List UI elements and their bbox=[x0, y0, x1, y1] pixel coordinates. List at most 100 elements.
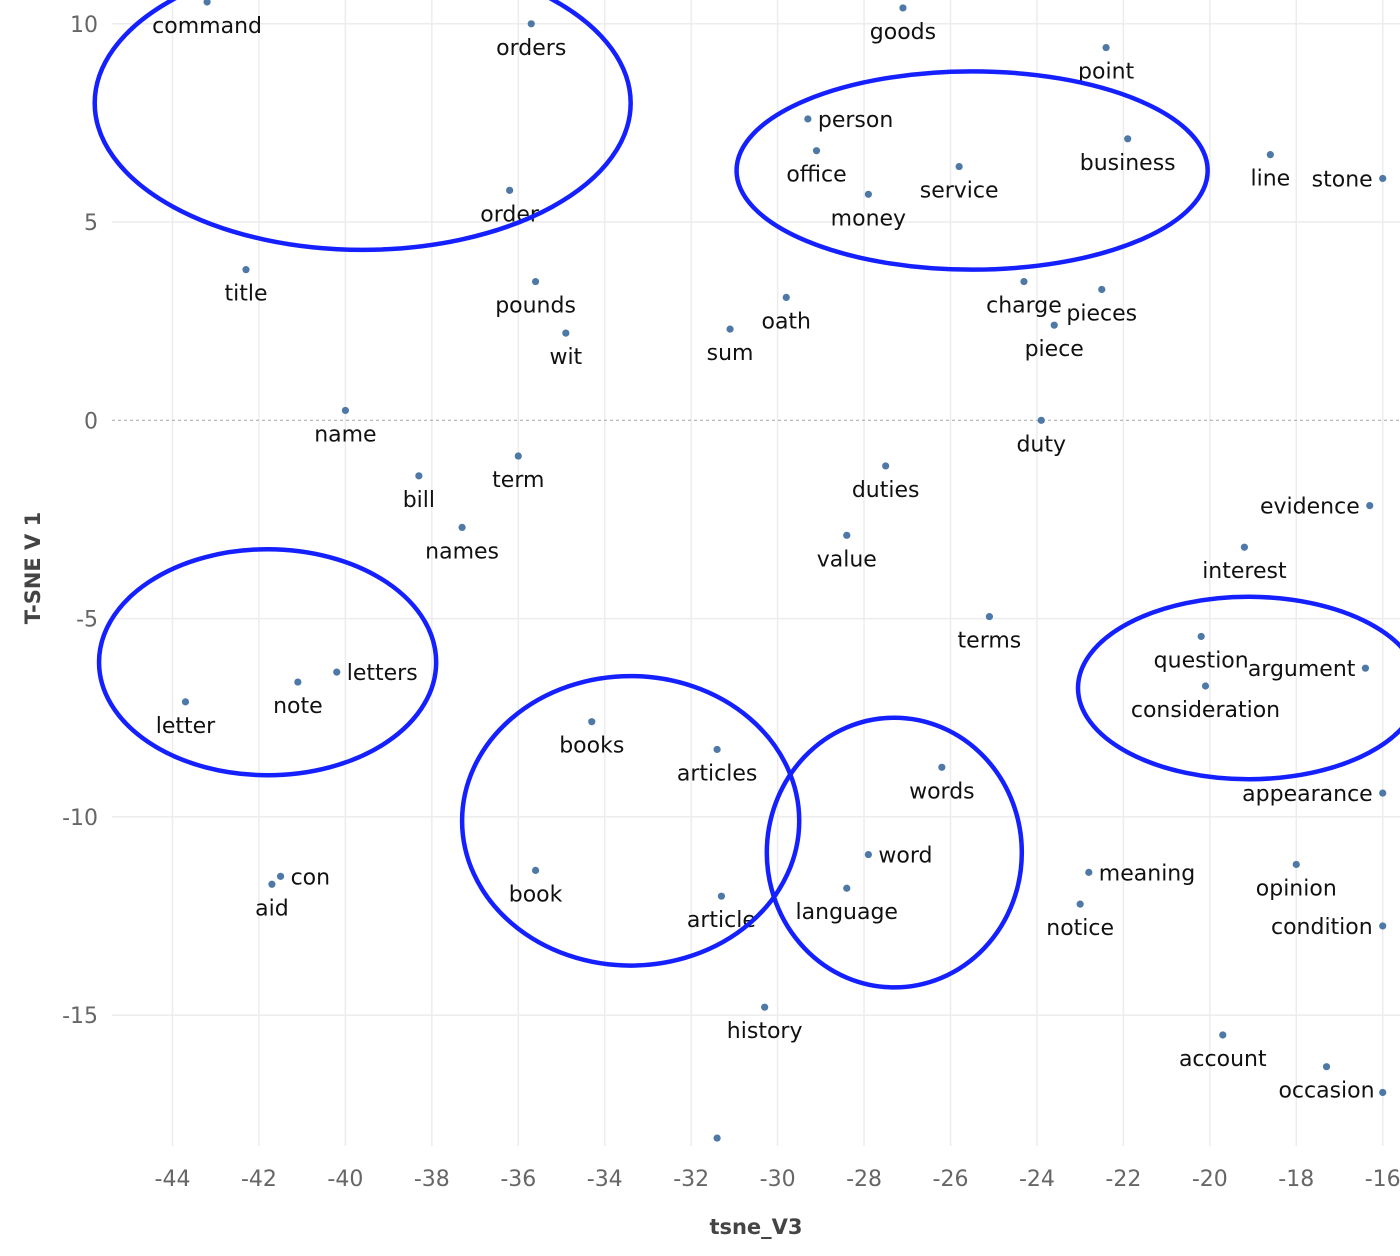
data-point bbox=[1098, 285, 1106, 294]
y-tick-label: 0 bbox=[84, 409, 98, 434]
point-label: pounds bbox=[495, 294, 576, 319]
point-label: point bbox=[1078, 60, 1134, 85]
highlight-ellipse bbox=[734, 69, 1210, 272]
data-point bbox=[938, 763, 946, 771]
x-axis-title: tsne_V3 bbox=[709, 1215, 802, 1239]
point-label: title bbox=[224, 282, 267, 307]
x-tick-label: -18 bbox=[1278, 1167, 1314, 1192]
point-label: con bbox=[291, 865, 331, 890]
x-tick-label: -42 bbox=[241, 1167, 277, 1192]
point-label: duties bbox=[852, 478, 920, 503]
x-tick-label: -26 bbox=[933, 1167, 969, 1192]
highlight-ellipse bbox=[764, 715, 1025, 990]
data-point bbox=[864, 190, 872, 198]
x-tick-label: -28 bbox=[846, 1167, 882, 1192]
data-point bbox=[341, 406, 349, 415]
point-label: bill bbox=[403, 488, 435, 513]
data-point bbox=[843, 884, 851, 892]
x-tick-label: -38 bbox=[414, 1167, 450, 1192]
point-label: words bbox=[909, 779, 975, 804]
x-tick-label: -30 bbox=[760, 1167, 796, 1192]
point-label: argument bbox=[1248, 657, 1356, 682]
point-label: duty bbox=[1016, 432, 1066, 457]
x-tick-label: -16 bbox=[1365, 1167, 1400, 1192]
highlight-ellipse bbox=[1075, 594, 1400, 782]
data-points: command orders goods point person office busin… bbox=[152, 0, 1387, 1142]
data-point bbox=[1020, 277, 1028, 286]
point-label: service bbox=[920, 179, 999, 204]
point-label: word bbox=[878, 844, 932, 869]
x-tick-label: -22 bbox=[1105, 1167, 1141, 1192]
data-point bbox=[1322, 1063, 1331, 1071]
data-point bbox=[1240, 543, 1249, 551]
data-point bbox=[506, 186, 514, 194]
x-tick-label: -36 bbox=[500, 1167, 536, 1192]
data-point bbox=[242, 266, 250, 274]
point-label: order bbox=[480, 202, 540, 227]
point-label: wit bbox=[549, 345, 582, 370]
data-point bbox=[864, 850, 872, 859]
data-point bbox=[1076, 900, 1084, 908]
gridlines bbox=[112, 0, 1400, 1146]
point-label: oath bbox=[761, 309, 811, 334]
data-point bbox=[1219, 1031, 1227, 1039]
point-label: letters bbox=[347, 661, 418, 686]
y-tick-label: 5 bbox=[84, 211, 98, 236]
point-label: condition bbox=[1271, 915, 1373, 940]
data-point bbox=[1102, 43, 1110, 52]
point-label: sum bbox=[707, 341, 754, 366]
data-point bbox=[415, 472, 423, 480]
point-label: meaning bbox=[1099, 861, 1195, 886]
y-tick-label: 10 bbox=[70, 13, 98, 38]
point-label: letter bbox=[156, 714, 216, 739]
data-point bbox=[812, 147, 821, 155]
point-label: goods bbox=[870, 20, 936, 45]
point-label: value bbox=[817, 547, 877, 572]
point-label: appearance bbox=[1242, 782, 1373, 807]
data-point bbox=[531, 277, 540, 286]
data-point bbox=[1361, 664, 1370, 672]
data-point bbox=[1201, 682, 1210, 690]
point-label: history bbox=[727, 1019, 803, 1044]
data-point bbox=[531, 866, 540, 875]
point-label: office bbox=[786, 163, 846, 188]
data-point bbox=[1379, 922, 1387, 930]
point-label: books bbox=[559, 734, 624, 759]
point-label: person bbox=[818, 108, 893, 133]
point-label: interest bbox=[1202, 559, 1287, 584]
x-tick-label: -20 bbox=[1192, 1167, 1228, 1192]
axis-ticks: -44 -42 -40 -38 -36 -34 -32 -30 -28 -26 -24 -22 -20 -… bbox=[62, 13, 1400, 1192]
point-label: book bbox=[509, 882, 563, 907]
data-point bbox=[588, 718, 596, 726]
data-point bbox=[1085, 868, 1093, 876]
data-point bbox=[333, 668, 341, 676]
point-label: note bbox=[273, 694, 323, 719]
data-point bbox=[1379, 789, 1387, 797]
point-label: aid bbox=[255, 896, 289, 921]
data-point bbox=[1124, 135, 1132, 143]
point-label: stone bbox=[1312, 167, 1373, 192]
data-point bbox=[527, 20, 535, 28]
point-label: line bbox=[1250, 167, 1290, 192]
point-label: names bbox=[425, 539, 499, 564]
highlight-ellipse bbox=[92, 0, 633, 253]
data-point bbox=[181, 698, 190, 706]
data-point bbox=[1266, 151, 1274, 159]
data-point bbox=[294, 678, 302, 686]
data-point bbox=[899, 4, 907, 12]
point-label: command bbox=[152, 14, 262, 39]
point-label: name bbox=[314, 422, 376, 447]
x-tick-label: -24 bbox=[1019, 1167, 1055, 1192]
data-point bbox=[882, 462, 890, 470]
point-label: notice bbox=[1046, 916, 1114, 941]
data-point bbox=[1379, 1088, 1387, 1097]
data-point bbox=[726, 325, 734, 333]
y-tick-label: -15 bbox=[62, 1004, 98, 1029]
data-point bbox=[1379, 174, 1387, 183]
point-label: money bbox=[831, 206, 906, 231]
x-tick-label: -44 bbox=[155, 1167, 191, 1192]
x-tick-label: -32 bbox=[673, 1167, 709, 1192]
data-point bbox=[1037, 416, 1045, 424]
point-label: question bbox=[1154, 648, 1249, 673]
